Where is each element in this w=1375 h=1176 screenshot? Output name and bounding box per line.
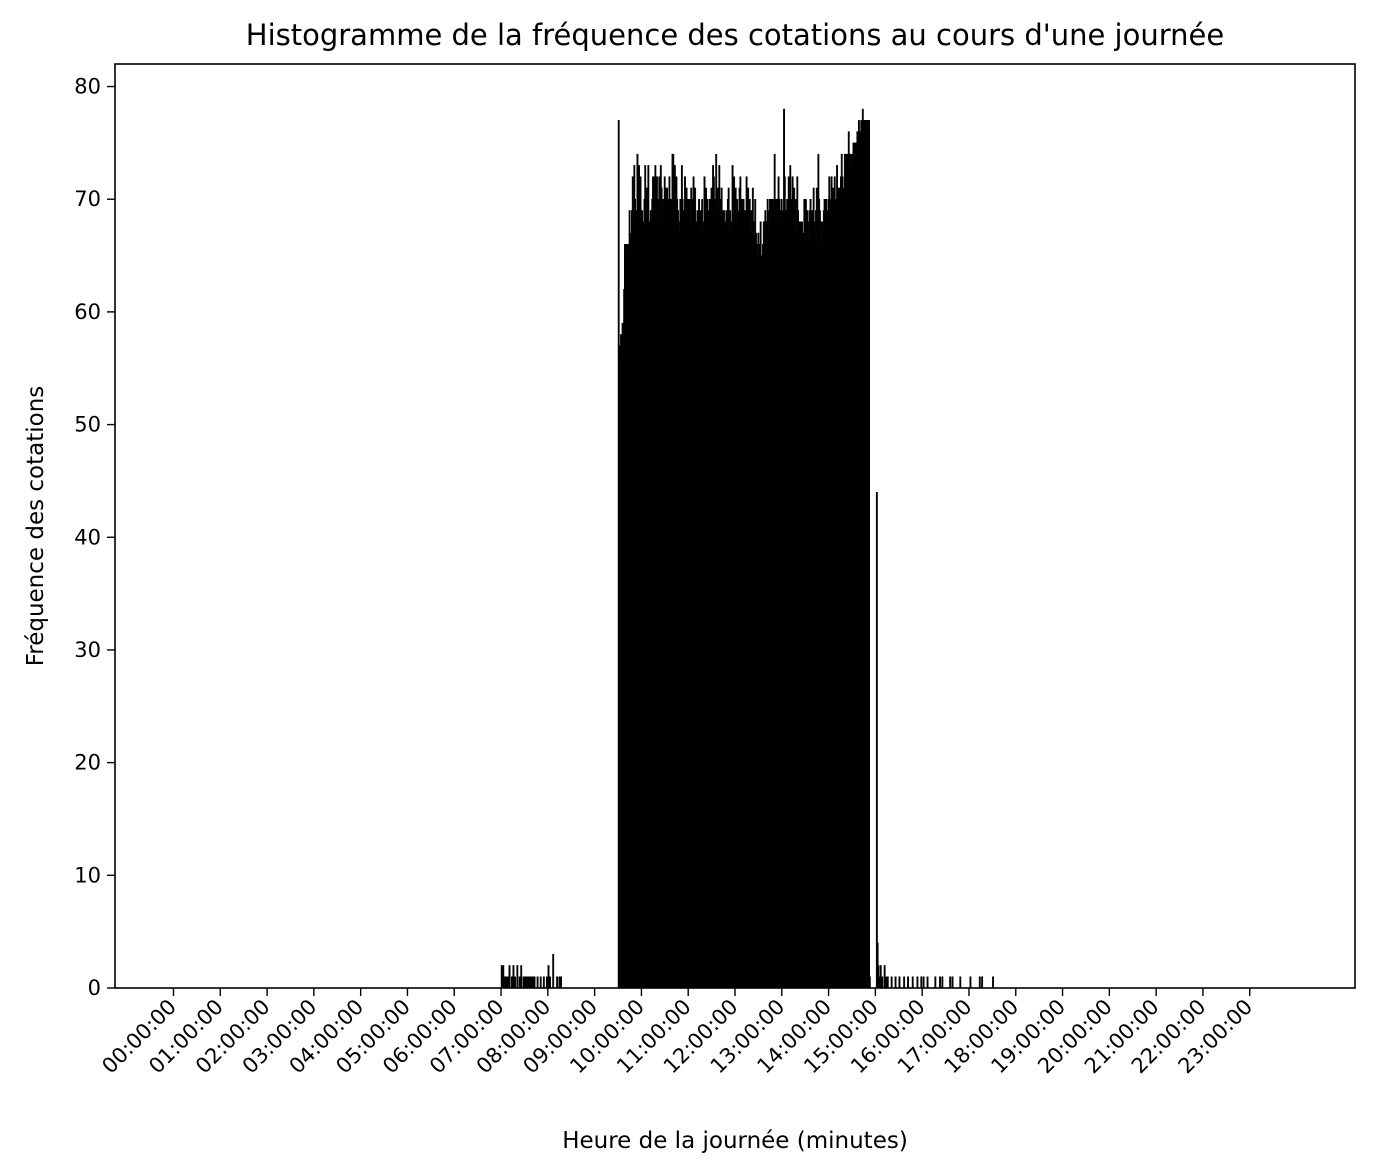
histogram-bar [518, 976, 521, 989]
histogram-bar [527, 976, 530, 989]
histogram-bar [907, 976, 909, 989]
histogram-bar [530, 976, 533, 989]
histogram-bar [508, 965, 511, 989]
y-tick-label: 70 [74, 187, 101, 211]
histogram-bar [558, 976, 561, 989]
histogram-bar [536, 976, 539, 989]
y-tick-label: 80 [74, 75, 101, 99]
histogram-bar [505, 976, 508, 989]
y-axis-ticks: 0 10 20 30 40 50 60 70 80 [74, 75, 115, 1000]
histogram-bar [503, 976, 506, 989]
y-axis-label: Fréquence des cotations [23, 386, 49, 667]
histogram-bar [549, 976, 552, 989]
histogram-bar [939, 976, 941, 989]
histogram-bar [500, 965, 503, 989]
chart-title: Histogramme de la fréquence des cotation… [246, 18, 1224, 52]
histogram-bar [539, 976, 542, 989]
histogram-bar [898, 976, 901, 989]
histogram-bar [926, 976, 929, 989]
histogram-bar [881, 976, 884, 989]
histogram-bar [502, 965, 505, 989]
histogram-bar [890, 976, 893, 989]
histogram-bar [533, 976, 536, 989]
histogram-bar [920, 976, 923, 989]
histogram-bar [516, 965, 519, 989]
histogram-bar [525, 976, 528, 989]
histogram-bar [883, 965, 886, 989]
histogram-bar [520, 965, 523, 989]
histogram-bar [868, 120, 870, 989]
histogram-bar [524, 976, 527, 989]
histogram-bar [878, 976, 881, 989]
y-tick-label: 50 [74, 413, 101, 437]
histogram-bar [522, 976, 525, 989]
histogram-bar [510, 976, 513, 989]
y-tick-label: 60 [74, 300, 101, 324]
histogram-bar [886, 976, 889, 989]
histogram-bar [951, 976, 954, 989]
histogram-bar [903, 976, 906, 989]
y-tick-label: 20 [74, 751, 101, 775]
histogram-bar [507, 976, 509, 989]
histogram-bar [531, 976, 534, 989]
y-tick-label: 0 [88, 976, 101, 1000]
histogram-bar [911, 976, 914, 989]
histogram-bar [916, 976, 919, 989]
histogram-bar [552, 953, 555, 989]
histogram-bar [941, 976, 944, 989]
histogram-bar [949, 976, 952, 989]
histogram-bar [959, 976, 962, 989]
histogram-bar [560, 976, 562, 989]
histogram-bar [868, 976, 871, 989]
histogram-bar [992, 976, 994, 989]
histogram-bar [885, 976, 888, 989]
histogram-bar [512, 965, 515, 989]
plot-frame [114, 63, 1356, 989]
histogram-bar [514, 976, 516, 989]
histogram-bar [981, 976, 984, 989]
y-tick-label: 40 [74, 525, 101, 549]
histogram-bar [969, 976, 972, 989]
y-tick-label: 30 [74, 638, 101, 662]
histogram-bar [875, 491, 878, 989]
histogram-bar [547, 965, 550, 989]
y-tick-label: 10 [74, 863, 101, 887]
histogram-bar [922, 976, 925, 989]
histogram-bar [542, 976, 545, 989]
histogram-bar [978, 976, 981, 989]
histogram-bar [528, 976, 531, 989]
histogram-bar [556, 976, 559, 989]
x-axis-label: Heure de la journée (minutes) [562, 1128, 908, 1154]
histogram-bar [934, 976, 937, 989]
histogram-bar [894, 976, 897, 989]
histogram-bar [546, 976, 548, 989]
